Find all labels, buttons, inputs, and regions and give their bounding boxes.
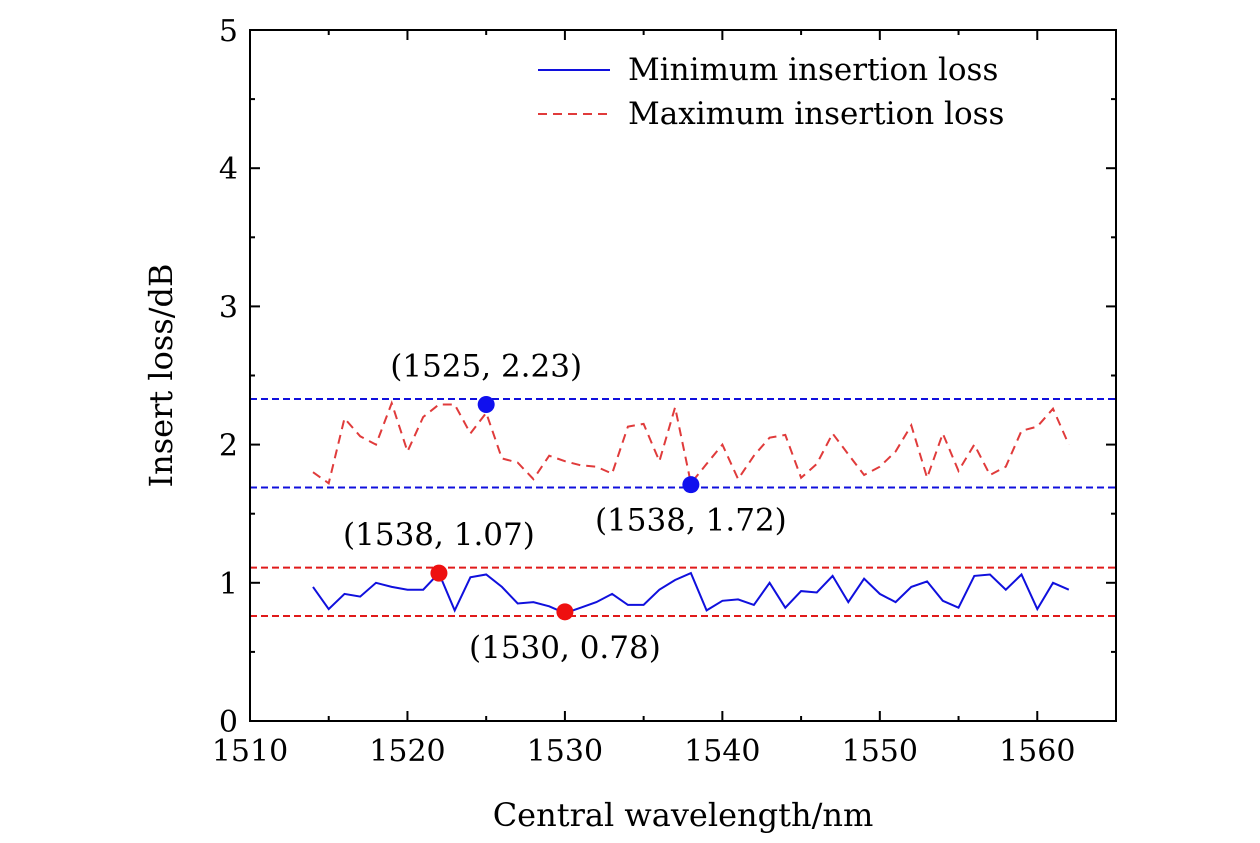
- y-tick-label: 5: [219, 14, 238, 49]
- series-line-minimum: [312, 571, 1070, 615]
- x-tick-label: 1530: [527, 734, 603, 769]
- series-line-maximum: [312, 400, 1070, 486]
- y-axis-title: Insert loss/dB: [142, 263, 180, 487]
- x-tick-label: 1510: [212, 734, 288, 769]
- y-tick-label: 2: [219, 429, 238, 464]
- markers-layer: (1525, 2.23) (1538, 1.72) (1538, 1.07) (153…: [343, 349, 787, 666]
- x-tick-label: 1550: [842, 734, 918, 769]
- marker-point-3: [556, 603, 574, 621]
- legend: Minimum insertion loss Maximum insertion…: [538, 52, 1004, 132]
- reference-lines: [250, 397, 1116, 617]
- marker-annotation-1: (1538, 1.72): [595, 503, 787, 539]
- marker-point-0: [477, 396, 495, 414]
- marker-annotation-2: (1538, 1.07): [343, 517, 535, 553]
- marker-point-1: [682, 476, 700, 494]
- y-tick-label: 3: [219, 290, 238, 325]
- legend-label-maximum: Maximum insertion loss: [628, 96, 1004, 132]
- marker-point-2: [430, 564, 448, 582]
- x-tick-label: 1520: [369, 734, 445, 769]
- x-tick-label: 1540: [684, 734, 760, 769]
- ticks-layer: 1510 1520 1530 1540 1550 1560 0 1 2 3 4 5: [212, 14, 1116, 769]
- x-axis-title: Central wavelength/nm: [493, 796, 874, 834]
- y-tick-label: 4: [219, 152, 238, 187]
- marker-annotation-0: (1525, 2.23): [390, 349, 582, 385]
- plot-frame: [249, 29, 1117, 722]
- legend-label-minimum: Minimum insertion loss: [628, 52, 998, 88]
- marker-annotation-3: (1530, 0.78): [469, 630, 661, 666]
- y-tick-label: 0: [219, 705, 238, 740]
- x-tick-label: 1560: [999, 734, 1075, 769]
- y-tick-label: 1: [219, 567, 238, 602]
